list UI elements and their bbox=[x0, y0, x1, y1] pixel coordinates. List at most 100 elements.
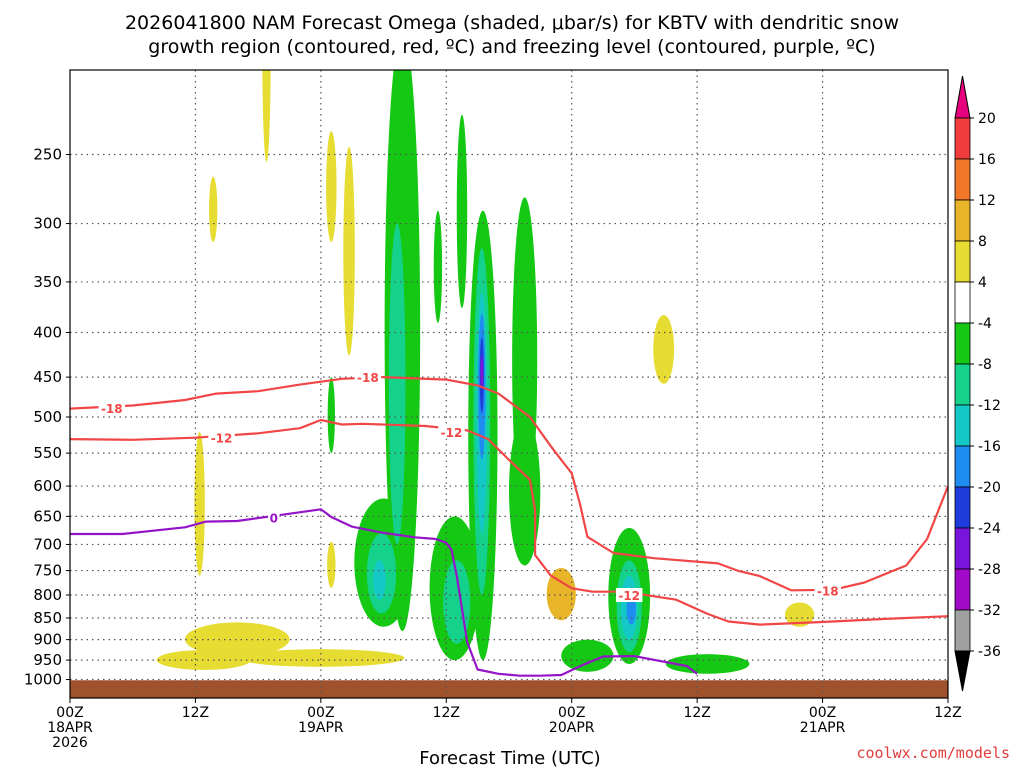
omega-shading-layer bbox=[156, 70, 815, 674]
colorbar-bottom-triangle bbox=[954, 650, 971, 692]
x-tick-label-24-line-0: 00Z bbox=[307, 705, 334, 721]
contour-label-0-1: -18 bbox=[357, 371, 379, 385]
colorbar-label-2: 12 bbox=[978, 193, 996, 209]
contour-label-0-2: -18 bbox=[817, 584, 839, 598]
omega-shade-region-0 bbox=[184, 622, 290, 657]
contour-label-1-0: -12 bbox=[211, 432, 233, 446]
colorbar-segment-8 bbox=[954, 445, 971, 488]
x-tick-label-84-line-0: 12Z bbox=[934, 705, 961, 721]
y-tick-label-500: 500 bbox=[33, 408, 62, 426]
omega-shade-region-11 bbox=[784, 602, 815, 627]
colorbar-segment-11 bbox=[954, 568, 971, 611]
colorbar-label-11: -28 bbox=[978, 562, 1001, 578]
colorbar-segment-4 bbox=[954, 281, 971, 324]
y-tick-label-900: 900 bbox=[33, 631, 62, 649]
y-tick-label-1000: 1000 bbox=[24, 671, 62, 689]
colorbar-label-8: -16 bbox=[978, 439, 1001, 455]
colorbar-label-7: -12 bbox=[978, 398, 1001, 414]
omega-shade-region-19 bbox=[561, 639, 614, 672]
omega-shade-region-21 bbox=[433, 210, 443, 323]
x-tick-label-0-line-2: 2026 bbox=[52, 735, 88, 751]
colorbar-segment-2 bbox=[954, 199, 971, 242]
y-tick-label-950: 950 bbox=[33, 651, 62, 669]
y-axis: 250 300 350 400 450 500 550 600 650 700 750 800 850 9… bbox=[24, 146, 70, 689]
colorbar-label-9: -20 bbox=[978, 480, 1001, 496]
x-tick-label-48-line-0: 00Z bbox=[558, 705, 585, 721]
colorbar-segment-10 bbox=[954, 527, 971, 570]
contour-line-2 bbox=[70, 508, 698, 677]
y-tick-label-650: 650 bbox=[33, 507, 62, 525]
y-tick-label-800: 800 bbox=[33, 586, 62, 604]
colorbar-segment-5 bbox=[954, 322, 971, 365]
x-tick-label-0-line-1: 18APR bbox=[47, 720, 93, 736]
colorbar-label-6: -8 bbox=[978, 357, 992, 373]
colorbar-label-5: -4 bbox=[978, 316, 992, 332]
y-tick-label-400: 400 bbox=[33, 324, 62, 342]
x-tick-label-24-line-1: 19APR bbox=[298, 720, 344, 736]
contour-label-bg-1-0 bbox=[208, 430, 235, 445]
ground-layer bbox=[70, 680, 948, 698]
contour-label-2-0: 0 bbox=[270, 512, 278, 526]
omega-shade-region-1 bbox=[156, 649, 251, 670]
x-axis-label: Forecast Time (UTC) bbox=[419, 748, 600, 768]
omega-shade-region-2 bbox=[237, 649, 405, 667]
chart-title-line-2: growth region (contoured, red, ºC) and f… bbox=[148, 36, 875, 58]
omega-shade-region-9 bbox=[546, 568, 576, 621]
y-tick-label-450: 450 bbox=[33, 368, 62, 386]
omega-shade-region-6 bbox=[326, 131, 337, 243]
contour-label-bg-0-0 bbox=[98, 400, 126, 415]
ground-fill bbox=[70, 680, 948, 698]
x-tick-label-72-line-1: 21APR bbox=[800, 720, 846, 736]
x-tick-label-36-line-0: 12Z bbox=[433, 705, 460, 721]
contour-line-0 bbox=[70, 376, 948, 592]
contour-label-bg-0-2 bbox=[814, 583, 842, 598]
x-tick-label-0-line-0: 00Z bbox=[56, 705, 83, 721]
omega-shade-region-23 bbox=[327, 377, 335, 454]
omega-shade-region-3 bbox=[194, 431, 205, 576]
omega-shade-region-4 bbox=[262, 70, 271, 162]
x-tick-label-12-line-0: 12Z bbox=[182, 705, 209, 721]
colorbar-label-3: 8 bbox=[978, 234, 987, 250]
plot-frame bbox=[69, 69, 949, 699]
colorbar-label-1: 16 bbox=[978, 152, 996, 168]
omega-shade-region-20 bbox=[665, 654, 750, 674]
y-tick-label-700: 700 bbox=[33, 535, 62, 553]
colorbar-segment-7 bbox=[954, 404, 971, 447]
credit-link[interactable]: coolwx.com/models bbox=[856, 744, 1010, 762]
omega-shade-region-17 bbox=[509, 417, 541, 566]
y-tick-label-750: 750 bbox=[33, 562, 62, 580]
colorbar-segment-12 bbox=[954, 609, 971, 652]
y-tick-label-850: 850 bbox=[33, 609, 62, 627]
omega-shade-region-5 bbox=[209, 176, 218, 243]
colorbar: 20 16 12 8 4 -4 -8 -12 -16 -20 -24 -28 -32 -36 bbox=[954, 75, 1001, 692]
chart-title-line-1: 2026041800 NAM Forecast Omega (shaded, μ… bbox=[125, 12, 899, 34]
colorbar-segment-0 bbox=[954, 117, 971, 160]
omega-shade-region-25 bbox=[388, 223, 406, 545]
omega-shade-region-31 bbox=[373, 560, 386, 600]
colorbar-label-10: -24 bbox=[978, 521, 1001, 537]
omega-shade-region-7 bbox=[343, 146, 355, 356]
colorbar-label-0: 20 bbox=[978, 111, 996, 127]
colorbar-segment-1 bbox=[954, 158, 971, 201]
x-tick-label-60-line-0: 12Z bbox=[683, 705, 710, 721]
colorbar-segment-9 bbox=[954, 486, 971, 529]
x-tick-label-48-line-1: 20APR bbox=[549, 720, 595, 736]
colorbar-label-4: 4 bbox=[978, 275, 987, 291]
colorbar-segment-6 bbox=[954, 363, 971, 406]
contour-label-bg-1-1 bbox=[438, 424, 465, 439]
grid-layer bbox=[70, 70, 948, 698]
contour-label-1-1: -12 bbox=[441, 426, 463, 440]
y-tick-label-250: 250 bbox=[33, 146, 62, 164]
contour-label-bg-1-2 bbox=[615, 588, 643, 603]
contour-line-1 bbox=[70, 418, 948, 626]
omega-shade-region-8 bbox=[327, 541, 336, 588]
contour-label-bg-2-0 bbox=[268, 510, 280, 525]
contour-layer: -18 -18 -18 -12 -12 -12 0 bbox=[70, 370, 948, 677]
y-tick-label-550: 550 bbox=[33, 444, 62, 462]
y-tick-label-300: 300 bbox=[33, 215, 62, 233]
colorbar-label-13: -36 bbox=[978, 644, 1001, 660]
contour-label-1-2: -12 bbox=[618, 589, 640, 603]
y-tick-label-600: 600 bbox=[33, 477, 62, 495]
